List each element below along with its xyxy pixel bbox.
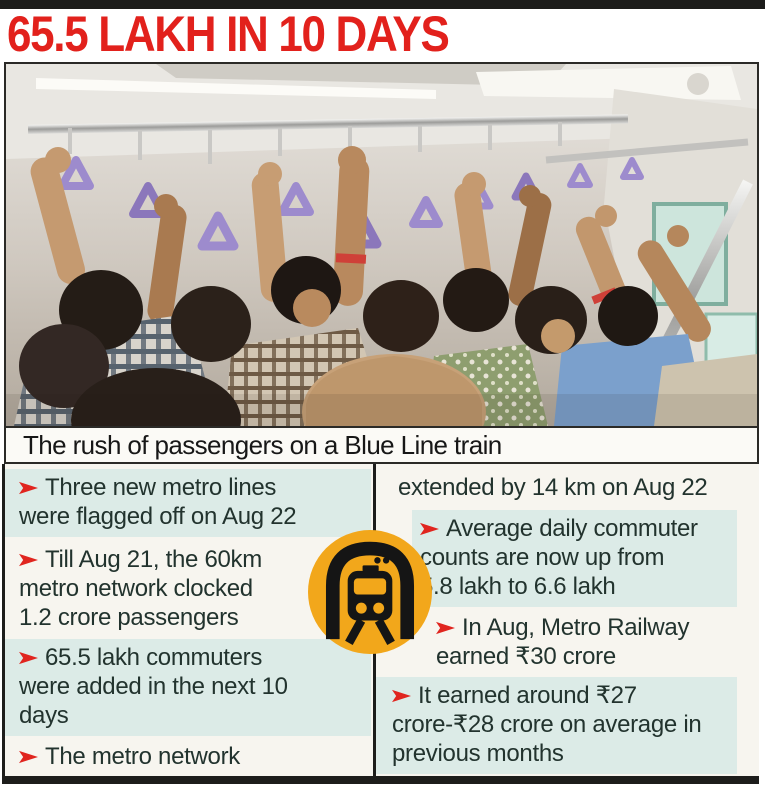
fact-item: Average daily commuter counts are now up… xyxy=(412,510,737,607)
metro-photo xyxy=(4,62,759,428)
fact-text: Till Aug 21, the 60km metro network cloc… xyxy=(19,546,262,631)
fact-item: Three new metro lines were flagged off o… xyxy=(5,469,371,537)
arrow-bullet-icon xyxy=(19,651,38,665)
fact-text: The metro network xyxy=(45,743,240,770)
arrow-bullet-icon xyxy=(19,553,38,567)
fact-text: Average daily commuter counts are now up… xyxy=(420,515,698,600)
metro-railway-logo-icon xyxy=(308,530,432,654)
arrow-bullet-icon xyxy=(436,621,455,635)
arrow-bullet-icon xyxy=(19,750,38,764)
fact-text: extended by 14 km on Aug 22 xyxy=(398,474,708,501)
bald-head xyxy=(302,354,486,426)
fact-text: 65.5 lakh commuters were added in the ne… xyxy=(19,644,288,729)
fact-item: 65.5 lakh commuters were added in the ne… xyxy=(5,639,371,736)
facts-column-left: Three new metro lines were flagged off o… xyxy=(5,464,371,773)
fact-text: It earned around ₹27 crore-₹28 crore on … xyxy=(392,682,702,767)
fact-item: Till Aug 21, the 60km metro network cloc… xyxy=(5,545,371,632)
arrow-bullet-icon xyxy=(392,689,411,703)
photo-caption: The rush of passengers on a Blue Line tr… xyxy=(23,429,502,460)
headline: 65.5 LAKH IN 10 DAYS xyxy=(7,6,450,62)
arrow-bullet-icon xyxy=(19,481,38,495)
top-border-bar xyxy=(0,0,765,9)
red-wristband xyxy=(335,253,367,264)
fact-item: It earned around ₹27 crore-₹28 crore on … xyxy=(376,677,737,774)
facts-left-border xyxy=(2,464,5,784)
fact-item: In Aug, Metro Railway earned ₹30 crore xyxy=(376,613,757,671)
facts-column-right: extended by 14 km on Aug 22 Average dail… xyxy=(376,464,757,774)
crowded-train-illustration xyxy=(6,64,757,426)
grab-rails xyxy=(10,64,749,264)
fact-text: In Aug, Metro Railway earned ₹30 crore xyxy=(436,614,690,670)
fact-text: Three new metro lines were flagged off o… xyxy=(19,474,297,530)
train-ceiling xyxy=(6,64,757,159)
photo-caption-bar: The rush of passengers on a Blue Line tr… xyxy=(4,428,759,464)
fact-item-continuation: extended by 14 km on Aug 22 xyxy=(376,469,757,502)
bottom-border-bar xyxy=(2,776,759,784)
fact-item: The metro network xyxy=(5,742,371,773)
foreground-heads xyxy=(6,354,757,426)
